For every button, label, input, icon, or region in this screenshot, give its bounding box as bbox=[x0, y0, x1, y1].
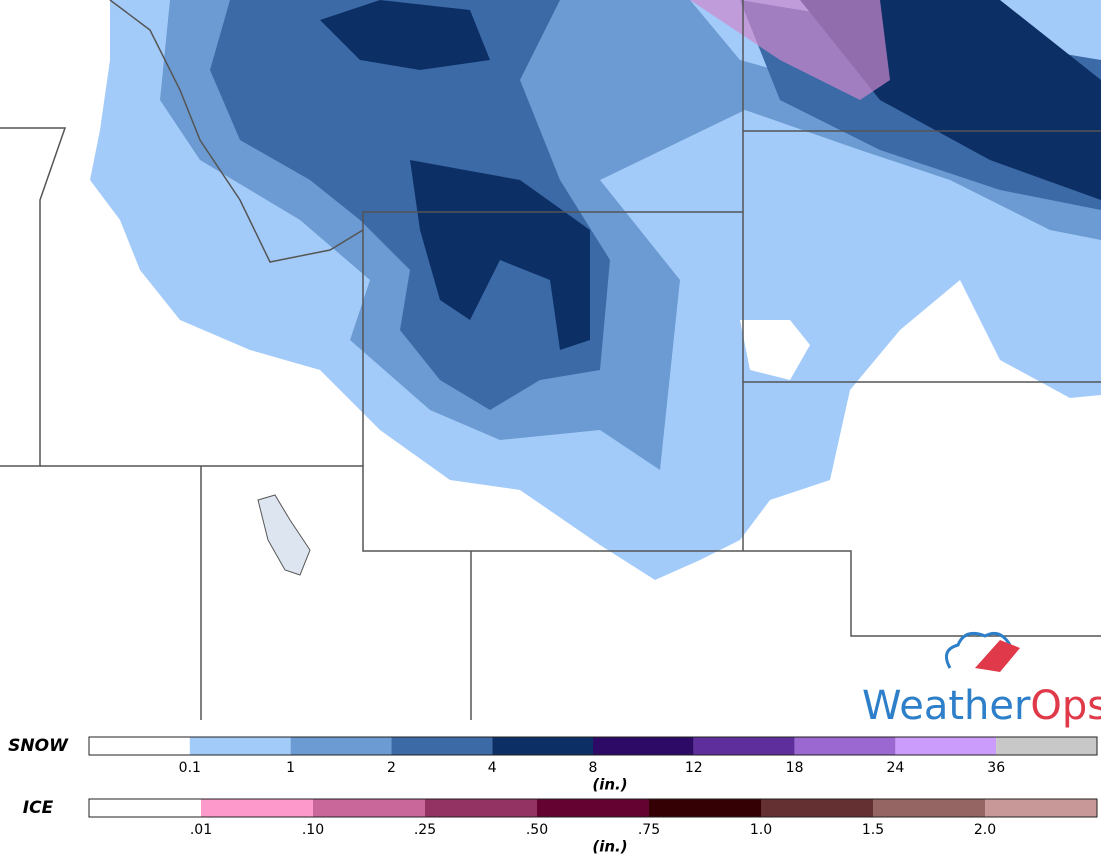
snow-darker bbox=[320, 0, 1101, 350]
snow-gap bbox=[740, 320, 810, 380]
ice bbox=[690, 0, 890, 100]
legend-swatch bbox=[895, 737, 997, 755]
legend-tick: 12 bbox=[685, 760, 703, 776]
legend-unit: (in.) bbox=[592, 838, 627, 856]
legend-tick: .25 bbox=[414, 822, 436, 838]
legend-swatch bbox=[873, 799, 985, 817]
lake bbox=[257, 494, 311, 576]
legend-swatch bbox=[693, 737, 795, 755]
legend-swatch bbox=[593, 737, 694, 755]
legend-swatch bbox=[391, 737, 493, 755]
legend-label: SNOW bbox=[8, 736, 69, 756]
legend-label: ICE bbox=[23, 798, 54, 818]
logo-right: Ops bbox=[1030, 683, 1101, 729]
legend-tick: 1 bbox=[286, 760, 295, 776]
legend-tick: .50 bbox=[526, 822, 548, 838]
legend-tick: 8 bbox=[589, 760, 598, 776]
legend-tick: 1.5 bbox=[862, 822, 884, 838]
logo-text: WeatherOps bbox=[862, 683, 1101, 729]
legend-tick: 0.1 bbox=[179, 760, 201, 776]
legend-swatch bbox=[794, 737, 896, 755]
logo-left: Weather bbox=[862, 683, 1031, 729]
legend-frame bbox=[88, 798, 1098, 818]
legend-swatch bbox=[313, 799, 425, 817]
legend-swatch bbox=[492, 737, 593, 755]
legend-swatch bbox=[189, 737, 291, 755]
legend-tick: 2.0 bbox=[974, 822, 996, 838]
legend-tick: .75 bbox=[638, 822, 660, 838]
legend-swatch bbox=[985, 799, 1097, 817]
legend-tick: 1.0 bbox=[750, 822, 772, 838]
borders bbox=[0, 0, 1101, 720]
legend-swatch bbox=[425, 799, 537, 817]
legend-swatch bbox=[89, 737, 190, 755]
legend-tick: .10 bbox=[302, 822, 324, 838]
legend-tick: 4 bbox=[488, 760, 497, 776]
legend-frame bbox=[88, 736, 1098, 756]
legend-swatch bbox=[201, 799, 313, 817]
legend-tick: 24 bbox=[886, 760, 904, 776]
legend-swatch bbox=[290, 737, 392, 755]
legend-tick: 18 bbox=[786, 760, 804, 776]
snow-dark bbox=[210, 0, 1101, 410]
legend-swatch bbox=[89, 799, 201, 817]
legend-swatch bbox=[537, 799, 649, 817]
logo: WeatherOps bbox=[862, 632, 1101, 729]
map bbox=[0, 0, 1101, 720]
logo-cloud bbox=[944, 632, 1012, 669]
legend-unit: (in.) bbox=[592, 776, 627, 794]
logo-grid bbox=[975, 640, 1020, 672]
legend-swatch bbox=[996, 737, 1097, 755]
legend-tick: 2 bbox=[387, 760, 396, 776]
legend-swatch bbox=[761, 799, 873, 817]
legend-tick: 36 bbox=[987, 760, 1005, 776]
legend-swatch bbox=[649, 799, 761, 817]
legend-tick: .01 bbox=[190, 822, 212, 838]
